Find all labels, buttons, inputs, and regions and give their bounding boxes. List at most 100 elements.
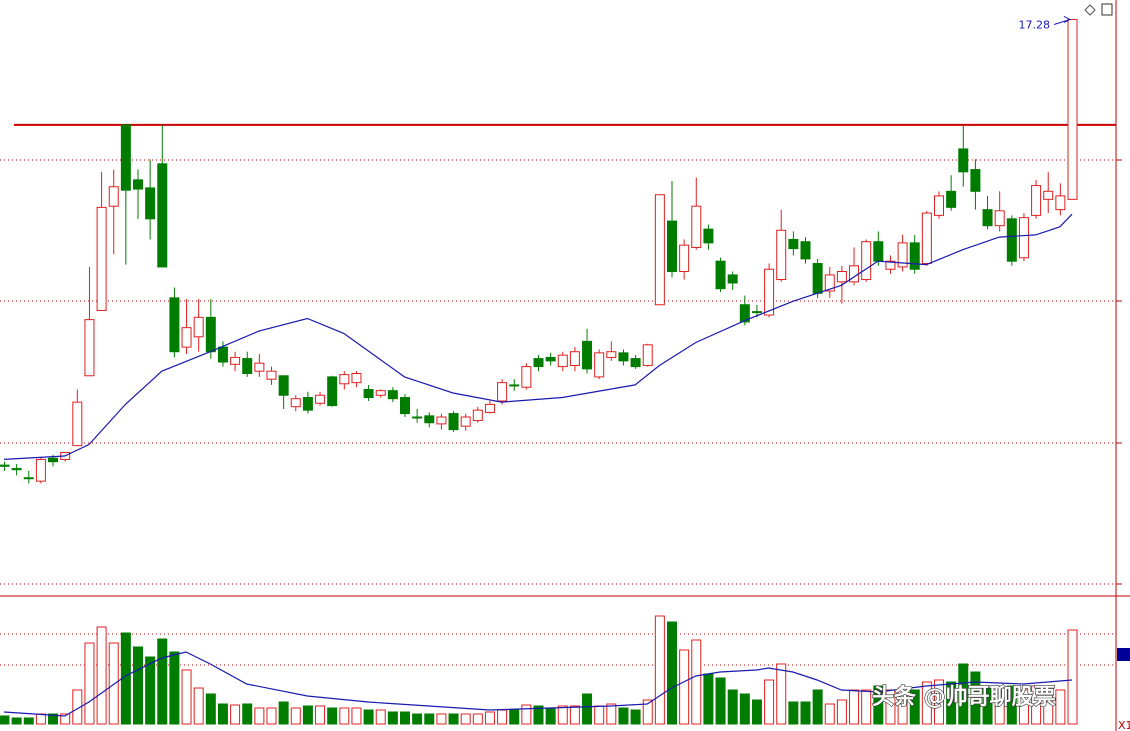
volume-bar [1018, 689, 1029, 725]
candle-body [788, 238, 799, 250]
candle-body [642, 344, 653, 366]
candle-body [169, 297, 180, 353]
candle-body [982, 209, 993, 227]
candle-body [484, 403, 495, 413]
candle-body [800, 241, 811, 260]
candle-body [509, 384, 520, 387]
volume-bar [909, 689, 920, 725]
volume-bar [739, 693, 750, 725]
volume-bar [145, 656, 156, 725]
diamond-icon[interactable] [1084, 4, 1096, 16]
candle-body [739, 304, 750, 323]
candle-body [1018, 217, 1029, 259]
candle-body [1067, 18, 1078, 200]
volume-bar [0, 715, 10, 725]
candle-body [1006, 218, 1017, 262]
candle-body [1031, 185, 1042, 216]
candle-body [327, 376, 338, 407]
volume-bar [242, 703, 253, 725]
candle-body [994, 210, 1005, 227]
volume-bar [351, 707, 362, 725]
candle-body [715, 260, 726, 290]
candle-body [630, 358, 641, 368]
volume-bar [630, 709, 641, 725]
volume-bar [654, 615, 665, 725]
candle-body [278, 375, 289, 396]
candle-body [691, 205, 702, 248]
candle-body [946, 190, 957, 208]
volume-bar [521, 704, 532, 725]
candle-body [35, 458, 46, 482]
volume-bar [290, 707, 301, 725]
corner-label: X1 [1118, 719, 1130, 731]
volume-bar [1006, 685, 1017, 725]
candle-body [290, 398, 301, 408]
volume-bar [800, 701, 811, 725]
candle-body [545, 356, 556, 362]
candle-body [727, 274, 738, 284]
candle-body [96, 206, 107, 311]
volume-bar [400, 711, 410, 725]
candle-body [254, 362, 265, 372]
candle-body [181, 327, 192, 348]
volume-bar [472, 713, 483, 725]
volume-bar [946, 681, 957, 725]
candle-body [909, 242, 920, 270]
volume-bar [533, 705, 544, 725]
volume-bar [96, 626, 107, 725]
candle-body [934, 195, 944, 216]
candle-body [339, 374, 350, 385]
candle-body [48, 457, 59, 463]
candle-body [824, 274, 835, 292]
candle-body [618, 352, 629, 362]
volume-bar [861, 689, 872, 725]
candle-body [302, 397, 313, 411]
window-icon[interactable] [1101, 3, 1113, 16]
volume-bar [606, 703, 617, 725]
volume-bar [569, 705, 580, 725]
candle-body [23, 477, 34, 480]
max-value-label: 17.28 [1019, 18, 1051, 31]
candle-body [84, 319, 95, 377]
volume-bar [1043, 689, 1054, 725]
candle-body [812, 262, 823, 294]
candle-body [108, 186, 119, 207]
volume-bar [921, 681, 932, 725]
candle-body [497, 382, 508, 402]
volume-bar [436, 713, 447, 725]
volume-bar [934, 679, 944, 725]
candle-body [897, 242, 908, 268]
volume-bar [994, 691, 1005, 725]
volume-bar [302, 705, 313, 725]
candle-body [861, 241, 872, 281]
candle-body [11, 468, 22, 471]
candle-body [654, 194, 665, 306]
watermark: 头条 @帅哥聊股票 [872, 684, 1056, 710]
candle-body [885, 260, 896, 270]
candle-body [679, 244, 690, 273]
candle-body [703, 228, 714, 244]
volume-bar [108, 642, 119, 725]
volume-bar [254, 707, 265, 725]
volume-bar [557, 705, 568, 725]
volume-bar [48, 713, 59, 725]
volume-bar [181, 669, 192, 725]
candle-body [970, 169, 981, 192]
volume-bar [1067, 629, 1078, 725]
candle-body [230, 356, 241, 365]
candle-body [448, 413, 459, 431]
volume-bar [424, 713, 435, 725]
candle-body [569, 351, 580, 366]
volume-bar [11, 717, 22, 725]
volume-bar [412, 713, 423, 725]
candle-body [351, 372, 362, 384]
volume-bar [193, 687, 204, 725]
volume-bar [764, 679, 775, 725]
candle-body [157, 163, 168, 268]
candle-body [145, 187, 156, 220]
volume-bar [230, 704, 241, 725]
volume-bar [642, 699, 653, 725]
volume-bar [691, 639, 702, 725]
